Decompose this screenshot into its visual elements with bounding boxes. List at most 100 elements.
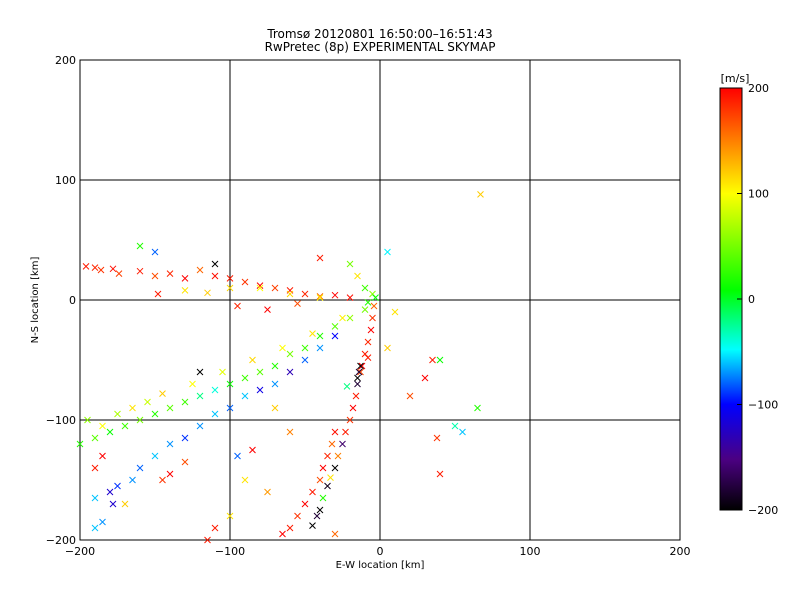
data-point-11 bbox=[226, 275, 234, 282]
data-point-125 bbox=[370, 302, 378, 310]
data-point-41 bbox=[76, 440, 84, 448]
data-point-117 bbox=[352, 392, 360, 400]
data-point-81 bbox=[196, 422, 204, 430]
data-point-75 bbox=[114, 482, 121, 490]
data-point-139 bbox=[226, 512, 234, 520]
data-point-47 bbox=[166, 404, 174, 412]
data-point-83 bbox=[226, 404, 234, 412]
y-tick-label: −100 bbox=[46, 414, 76, 427]
data-point-127 bbox=[355, 368, 363, 376]
colorbar-tick-label: −200 bbox=[748, 504, 778, 517]
data-point-22 bbox=[226, 284, 234, 292]
data-point-146 bbox=[331, 530, 339, 538]
data-point-149 bbox=[451, 422, 459, 430]
data-point-26 bbox=[154, 290, 162, 298]
data-point-44 bbox=[121, 422, 129, 430]
chart-subtitle: RwPretec (8p) EXPERIMENTAL SKYMAP bbox=[265, 40, 496, 54]
data-point-27 bbox=[234, 302, 241, 310]
data-point-108 bbox=[319, 494, 327, 502]
data-point-151 bbox=[429, 356, 436, 364]
data-point-78 bbox=[151, 452, 159, 460]
data-point-85 bbox=[256, 386, 264, 394]
data-point-14 bbox=[271, 284, 279, 292]
data-point-25 bbox=[316, 294, 324, 301]
data-point-64 bbox=[189, 380, 196, 388]
data-point-8 bbox=[181, 275, 189, 282]
data-point-3 bbox=[109, 265, 117, 273]
data-point-110 bbox=[327, 474, 334, 481]
data-point-152 bbox=[421, 374, 429, 382]
data-point-12 bbox=[241, 278, 249, 286]
data-point-88 bbox=[301, 356, 309, 364]
data-point-144 bbox=[249, 446, 256, 454]
data-point-61 bbox=[99, 422, 106, 430]
data-point-32 bbox=[211, 260, 219, 268]
data-point-9 bbox=[196, 266, 204, 274]
data-point-31 bbox=[136, 242, 144, 250]
data-point-124 bbox=[369, 314, 376, 322]
data-point-53 bbox=[256, 368, 264, 376]
data-point-122 bbox=[364, 338, 372, 346]
data-point-70 bbox=[84, 416, 91, 424]
data-point-98 bbox=[301, 500, 309, 508]
x-tick-label: −100 bbox=[215, 545, 245, 558]
data-point-52 bbox=[241, 374, 249, 382]
data-point-118 bbox=[354, 380, 361, 388]
data-point-143 bbox=[234, 452, 241, 460]
data-point-123 bbox=[367, 326, 375, 334]
data-point-35 bbox=[354, 272, 361, 280]
data-point-43 bbox=[106, 428, 114, 436]
data-point-131 bbox=[286, 428, 294, 436]
data-point-145 bbox=[279, 530, 286, 538]
data-point-91 bbox=[91, 524, 99, 532]
data-point-94 bbox=[109, 500, 117, 508]
data-point-153 bbox=[406, 392, 414, 400]
data-point-120 bbox=[358, 362, 366, 370]
data-point-7 bbox=[166, 270, 174, 277]
data-point-18 bbox=[331, 291, 339, 299]
data-point-19 bbox=[346, 294, 354, 301]
y-tick-label: 100 bbox=[55, 174, 76, 187]
data-point-96 bbox=[286, 524, 294, 532]
colorbar-tick-label: 100 bbox=[748, 188, 769, 201]
data-point-103 bbox=[328, 440, 336, 448]
data-point-72 bbox=[144, 398, 151, 406]
data-point-10 bbox=[211, 272, 219, 280]
data-point-156 bbox=[477, 191, 484, 198]
data-point-106 bbox=[313, 512, 321, 520]
data-point-86 bbox=[271, 380, 279, 388]
data-point-39 bbox=[372, 294, 379, 301]
colorbar-tick-label: 0 bbox=[748, 293, 755, 306]
colorbar-label: [m/s] bbox=[721, 72, 750, 85]
data-point-65 bbox=[219, 368, 226, 376]
data-point-74 bbox=[106, 488, 114, 496]
colorbar-tick-label: 200 bbox=[748, 82, 769, 95]
data-point-129 bbox=[364, 354, 372, 361]
data-point-154 bbox=[391, 308, 399, 316]
data-point-29 bbox=[294, 300, 301, 307]
data-point-87 bbox=[286, 368, 294, 376]
data-point-66 bbox=[249, 356, 256, 364]
data-point-100 bbox=[316, 476, 324, 484]
data-point-0 bbox=[82, 263, 90, 270]
data-point-62 bbox=[129, 404, 136, 412]
data-point-99 bbox=[309, 488, 316, 496]
data-point-141 bbox=[264, 488, 271, 496]
x-axis-label: E-W location [km] bbox=[336, 560, 425, 571]
data-point-114 bbox=[342, 428, 349, 436]
data-point-13 bbox=[256, 282, 264, 289]
data-point-1 bbox=[91, 264, 99, 271]
y-tick-label: −200 bbox=[46, 534, 76, 547]
data-point-40 bbox=[384, 248, 391, 256]
data-point-63 bbox=[159, 390, 166, 397]
data-point-4 bbox=[115, 270, 123, 277]
colorbar-tick-label: −100 bbox=[748, 399, 778, 412]
data-point-140 bbox=[204, 536, 211, 544]
data-point-67 bbox=[279, 344, 286, 352]
data-point-148 bbox=[459, 428, 466, 436]
data-point-92 bbox=[99, 518, 106, 526]
data-point-71 bbox=[114, 410, 121, 418]
data-point-147 bbox=[436, 470, 444, 478]
data-point-157 bbox=[474, 404, 481, 412]
